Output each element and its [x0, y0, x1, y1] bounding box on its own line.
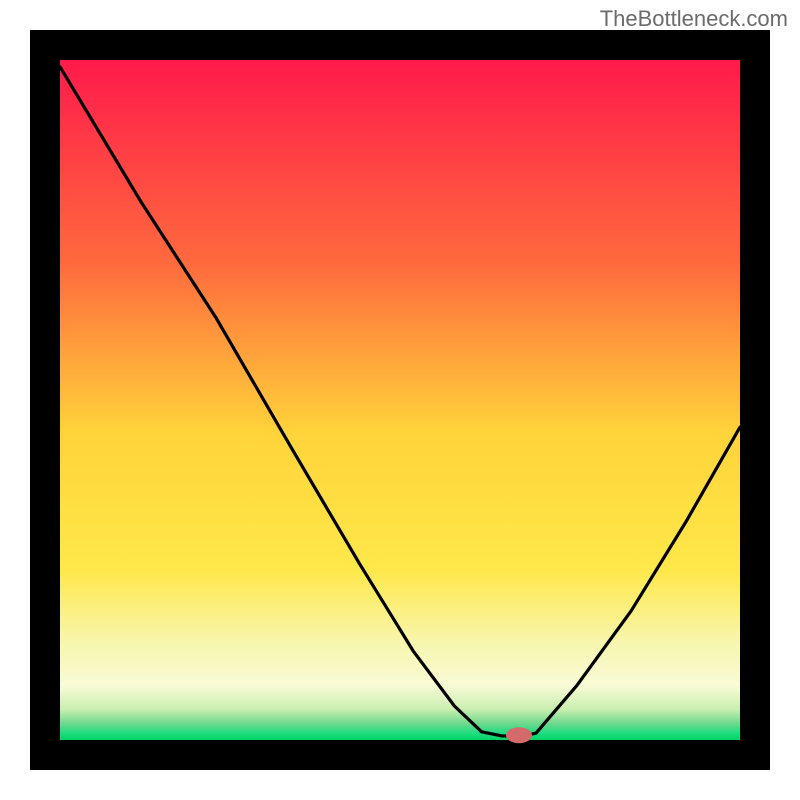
optimal-point-marker	[506, 727, 532, 743]
watermark-text: TheBottleneck.com	[600, 6, 788, 32]
bottleneck-chart	[0, 0, 800, 800]
chart-frame: TheBottleneck.com	[0, 0, 800, 800]
plot-background-gradient	[60, 60, 740, 740]
